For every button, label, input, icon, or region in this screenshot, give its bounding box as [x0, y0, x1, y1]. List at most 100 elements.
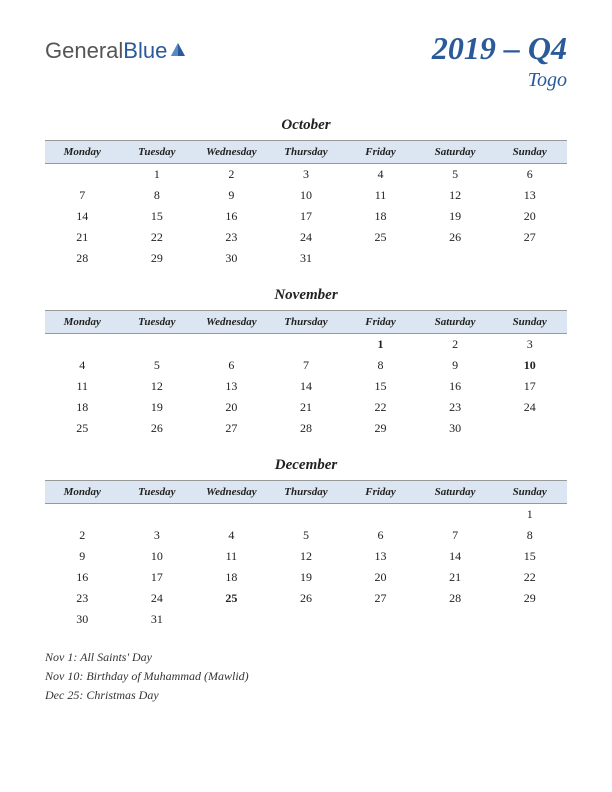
day-cell: 1 — [120, 164, 195, 186]
day-cell: 6 — [343, 525, 418, 546]
day-cell — [492, 609, 567, 630]
day-cell: 24 — [269, 227, 344, 248]
day-cell: 13 — [343, 546, 418, 567]
day-cell: 16 — [45, 567, 120, 588]
day-header: Monday — [45, 481, 120, 504]
day-cell: 23 — [194, 227, 269, 248]
day-cell: 4 — [194, 525, 269, 546]
day-cell: 17 — [120, 567, 195, 588]
day-cell: 30 — [194, 248, 269, 269]
day-cell: 28 — [45, 248, 120, 269]
day-header: Tuesday — [120, 141, 195, 164]
day-cell: 9 — [45, 546, 120, 567]
month-block: November MondayTuesdayWednesdayThursdayFr… — [45, 287, 567, 439]
day-cell: 17 — [269, 206, 344, 227]
day-header: Sunday — [492, 481, 567, 504]
day-cell — [45, 164, 120, 186]
table-row: 23242526272829 — [45, 588, 567, 609]
table-row: 18192021222324 — [45, 397, 567, 418]
day-cell: 10 — [492, 355, 567, 376]
day-header: Sunday — [492, 311, 567, 334]
day-cell: 21 — [269, 397, 344, 418]
day-cell: 11 — [45, 376, 120, 397]
day-cell: 29 — [343, 418, 418, 439]
day-cell: 21 — [45, 227, 120, 248]
day-cell: 4 — [45, 355, 120, 376]
calendar-table: MondayTuesdayWednesdayThursdayFridaySatu… — [45, 310, 567, 439]
day-cell: 26 — [418, 227, 493, 248]
day-cell: 19 — [120, 397, 195, 418]
day-cell — [120, 334, 195, 356]
day-cell: 20 — [492, 206, 567, 227]
day-cell: 16 — [194, 206, 269, 227]
day-cell: 25 — [45, 418, 120, 439]
day-header: Friday — [343, 141, 418, 164]
day-cell — [269, 334, 344, 356]
day-cell — [343, 504, 418, 526]
day-cell: 13 — [194, 376, 269, 397]
day-cell — [45, 334, 120, 356]
table-row: 28293031 — [45, 248, 567, 269]
day-cell: 16 — [418, 376, 493, 397]
day-cell: 30 — [45, 609, 120, 630]
day-cell: 10 — [120, 546, 195, 567]
day-cell — [269, 609, 344, 630]
day-cell: 27 — [492, 227, 567, 248]
table-row: 21222324252627 — [45, 227, 567, 248]
day-cell: 15 — [343, 376, 418, 397]
day-cell: 24 — [120, 588, 195, 609]
day-cell: 11 — [194, 546, 269, 567]
day-header: Monday — [45, 141, 120, 164]
day-cell: 7 — [418, 525, 493, 546]
table-row: 3031 — [45, 609, 567, 630]
table-row: 252627282930 — [45, 418, 567, 439]
day-cell: 3 — [269, 164, 344, 186]
day-cell: 1 — [492, 504, 567, 526]
day-cell: 12 — [120, 376, 195, 397]
day-cell: 20 — [343, 567, 418, 588]
day-cell: 10 — [269, 185, 344, 206]
day-cell: 20 — [194, 397, 269, 418]
holiday-note: Dec 25: Christmas Day — [45, 686, 567, 705]
day-header: Wednesday — [194, 481, 269, 504]
day-cell: 6 — [492, 164, 567, 186]
day-cell: 3 — [492, 334, 567, 356]
holiday-note: Nov 10: Birthday of Muhammad (Mawlid) — [45, 667, 567, 686]
day-cell — [492, 418, 567, 439]
day-header: Thursday — [269, 311, 344, 334]
day-cell: 5 — [269, 525, 344, 546]
day-cell: 8 — [120, 185, 195, 206]
day-header: Saturday — [418, 311, 493, 334]
day-header: Wednesday — [194, 141, 269, 164]
day-cell: 7 — [45, 185, 120, 206]
day-cell: 15 — [120, 206, 195, 227]
day-header: Saturday — [418, 141, 493, 164]
day-header: Monday — [45, 311, 120, 334]
day-cell: 5 — [120, 355, 195, 376]
logo: GeneralBlue — [45, 38, 187, 64]
day-cell: 3 — [120, 525, 195, 546]
day-cell: 12 — [418, 185, 493, 206]
day-cell: 22 — [492, 567, 567, 588]
day-cell: 30 — [418, 418, 493, 439]
day-cell: 29 — [492, 588, 567, 609]
day-cell: 24 — [492, 397, 567, 418]
month-name: November — [45, 287, 567, 304]
day-cell: 5 — [418, 164, 493, 186]
month-block: OctoberMondayTuesdayWednesdayThursdayFri… — [45, 117, 567, 269]
table-row: 11121314151617 — [45, 376, 567, 397]
day-cell: 14 — [418, 546, 493, 567]
day-cell: 12 — [269, 546, 344, 567]
day-cell — [194, 504, 269, 526]
day-header: Friday — [343, 311, 418, 334]
holidays-list: Nov 1: All Saints' DayNov 10: Birthday o… — [45, 648, 567, 706]
day-cell: 26 — [120, 418, 195, 439]
day-cell: 13 — [492, 185, 567, 206]
calendar-table: MondayTuesdayWednesdayThursdayFridaySatu… — [45, 480, 567, 630]
day-header: Thursday — [269, 481, 344, 504]
day-cell: 31 — [120, 609, 195, 630]
title-block: 2019 – Q4 Togo — [432, 30, 567, 92]
day-cell: 19 — [418, 206, 493, 227]
calendar-table: MondayTuesdayWednesdayThursdayFridaySatu… — [45, 140, 567, 269]
table-row: 9101112131415 — [45, 546, 567, 567]
